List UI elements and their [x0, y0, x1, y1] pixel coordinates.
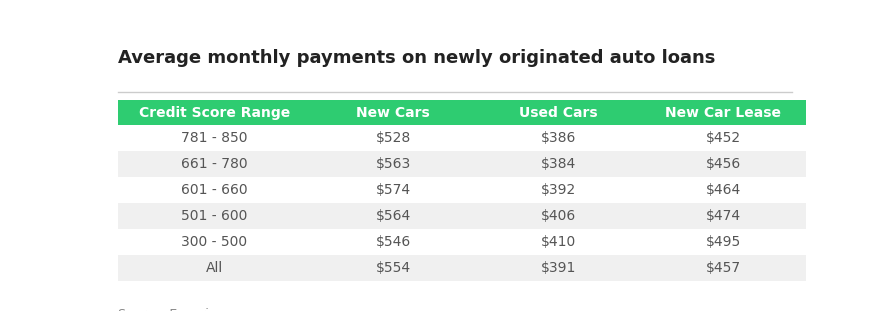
Bar: [118, 229, 311, 255]
Text: $410: $410: [541, 235, 576, 249]
Text: $406: $406: [541, 209, 576, 223]
Bar: [311, 125, 476, 151]
Text: $392: $392: [541, 183, 576, 197]
Bar: [476, 125, 641, 151]
Text: All: All: [206, 261, 223, 275]
Bar: [476, 100, 641, 125]
Bar: [476, 203, 641, 229]
Bar: [118, 177, 311, 203]
Bar: [641, 100, 806, 125]
Text: $386: $386: [541, 131, 576, 145]
Text: 501 - 600: 501 - 600: [181, 209, 248, 223]
Text: 781 - 850: 781 - 850: [181, 131, 248, 145]
Bar: [118, 203, 311, 229]
Text: $474: $474: [706, 209, 741, 223]
Bar: [118, 151, 311, 177]
Bar: [476, 177, 641, 203]
Text: $456: $456: [706, 157, 741, 171]
Bar: [311, 151, 476, 177]
Text: $563: $563: [376, 157, 411, 171]
Text: New Car Lease: New Car Lease: [665, 105, 781, 119]
Bar: [311, 255, 476, 281]
Bar: [641, 125, 806, 151]
Text: New Cars: New Cars: [356, 105, 430, 119]
Bar: [641, 151, 806, 177]
Bar: [476, 229, 641, 255]
Text: $452: $452: [706, 131, 741, 145]
Text: $546: $546: [376, 235, 411, 249]
Text: $457: $457: [706, 261, 741, 275]
Text: Used Cars: Used Cars: [519, 105, 598, 119]
Bar: [641, 255, 806, 281]
Text: $495: $495: [706, 235, 741, 249]
Text: Average monthly payments on newly originated auto loans: Average monthly payments on newly origin…: [118, 49, 715, 67]
Text: $384: $384: [541, 157, 576, 171]
Text: $391: $391: [541, 261, 576, 275]
Bar: [311, 177, 476, 203]
Text: 601 - 660: 601 - 660: [181, 183, 248, 197]
Text: $554: $554: [376, 261, 411, 275]
Bar: [641, 203, 806, 229]
Bar: [641, 177, 806, 203]
Text: 300 - 500: 300 - 500: [181, 235, 247, 249]
Bar: [476, 151, 641, 177]
Bar: [118, 100, 311, 125]
Text: $528: $528: [376, 131, 411, 145]
Text: $574: $574: [376, 183, 411, 197]
Bar: [641, 229, 806, 255]
Text: Source: Experian: Source: Experian: [118, 308, 225, 311]
Text: $564: $564: [376, 209, 411, 223]
Text: 661 - 780: 661 - 780: [181, 157, 248, 171]
Bar: [476, 255, 641, 281]
Bar: [118, 255, 311, 281]
Bar: [311, 229, 476, 255]
Bar: [311, 203, 476, 229]
Bar: [311, 100, 476, 125]
Text: Credit Score Range: Credit Score Range: [139, 105, 289, 119]
Text: $464: $464: [706, 183, 741, 197]
Bar: [118, 125, 311, 151]
